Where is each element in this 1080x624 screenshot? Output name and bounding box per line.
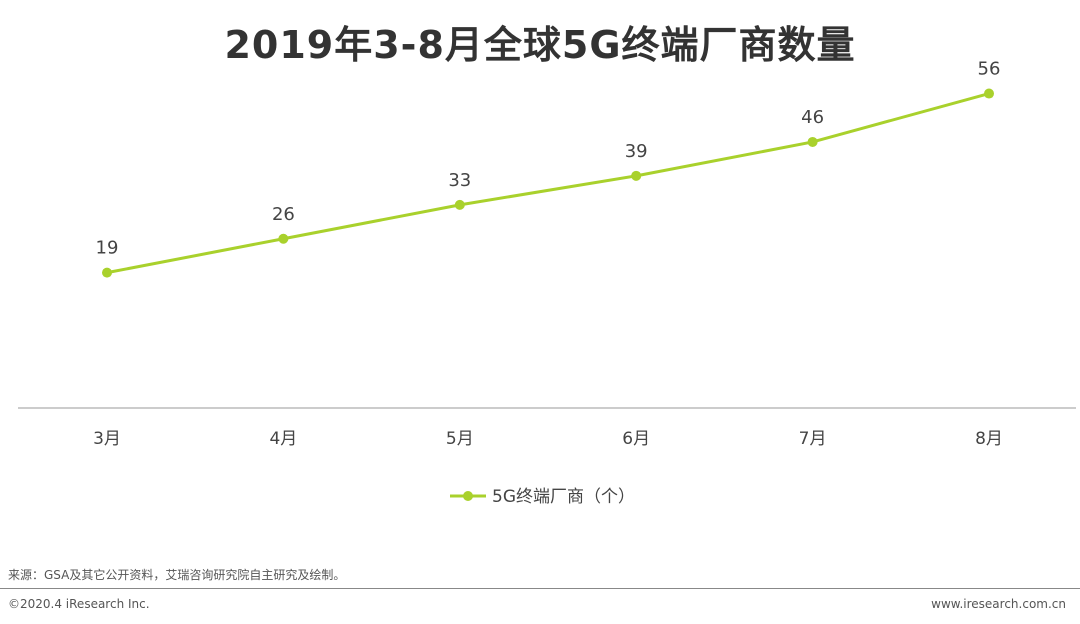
x-tick-label: 6月 [622, 429, 650, 449]
data-point [102, 267, 112, 278]
data-point [631, 170, 642, 181]
data-point [984, 88, 994, 99]
data-point [807, 136, 818, 147]
data-label: 33 [448, 170, 471, 191]
line-chart: 19 26 33 39 46 56 3月 4月 5月 6月 7月 8月 5G终端厂商（个） [18, 59, 1076, 507]
x-tick-label: 4月 [269, 429, 297, 449]
x-tick-label: 3月 [93, 429, 121, 449]
x-tick-label: 5月 [446, 429, 474, 449]
data-label: 19 [96, 238, 119, 259]
legend-swatch-marker [463, 491, 473, 501]
series-line [106, 92, 990, 275]
x-tick-label: 8月 [975, 429, 1003, 449]
legend-label: 5G终端厂商（个） [492, 487, 635, 507]
website-url: www.iresearch.com.cn [931, 597, 1066, 611]
data-point [454, 199, 465, 210]
data-label: 39 [625, 141, 648, 162]
data-label: 56 [978, 59, 1001, 80]
x-tick-label: 7月 [799, 429, 827, 449]
data-point [278, 233, 289, 244]
footer-divider [0, 588, 1080, 589]
data-label: 26 [272, 204, 295, 225]
copyright-text: ©2020.4 iResearch Inc. [8, 597, 150, 611]
source-note: 来源：GSA及其它公开资料，艾瑞咨询研究院自主研究及绘制。 [8, 568, 346, 582]
chart-title: 2019年3-8月全球5G终端厂商数量 [224, 23, 856, 67]
data-label: 46 [801, 107, 824, 128]
